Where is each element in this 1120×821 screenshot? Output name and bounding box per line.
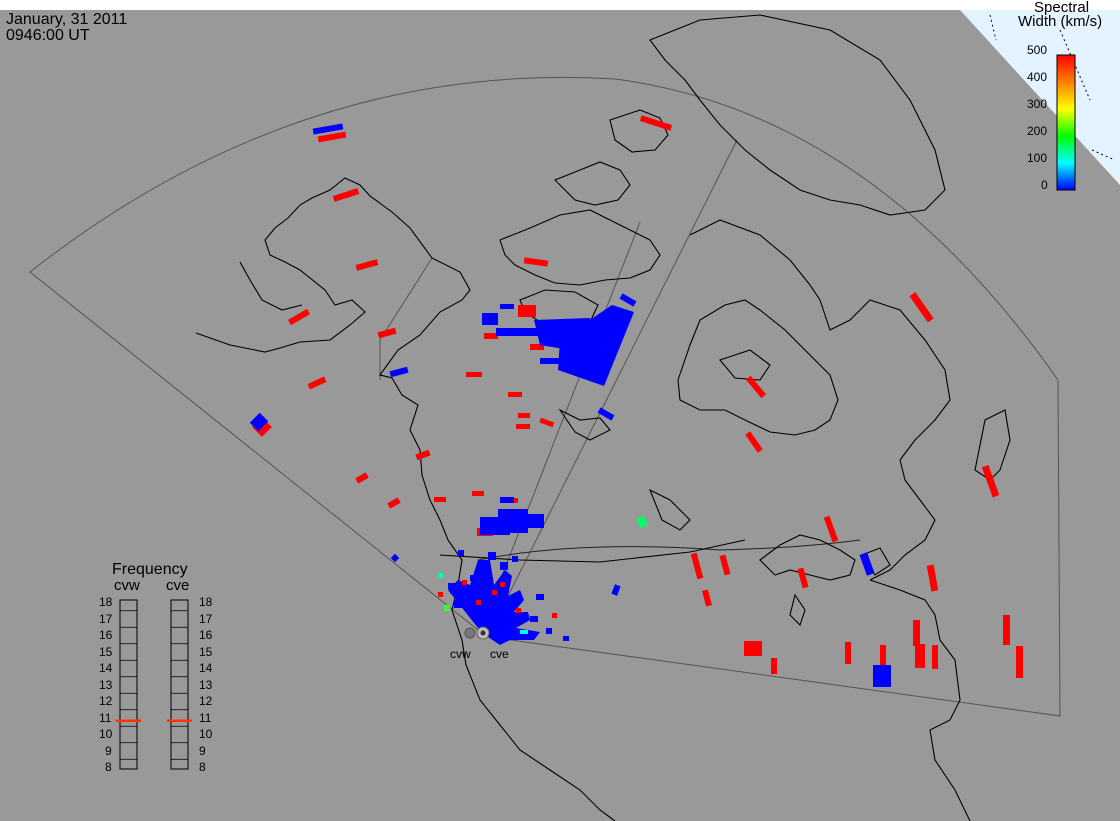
frequency-tick-l: 18 [99,595,113,609]
frequency-tick-l: 14 [99,661,113,675]
frequency-title: Frequency [112,561,188,578]
colorbar-tick: 500 [1027,43,1048,57]
colorbar-tick: 0 [1041,178,1048,192]
frequency-tick-l: 10 [99,727,113,741]
radar-label-cve: cve [490,647,509,661]
frequency-tick-r: 14 [199,661,213,675]
frequency-tick-r: 16 [199,628,213,642]
frequency-tick-l: 17 [99,611,113,626]
frequency-tick-l: 13 [99,677,113,692]
scatter-other [438,515,648,634]
radar-site-cvw [464,627,476,639]
colorbar-title: Spectral [1034,0,1090,16]
frequency-tick-r: 10 [199,727,213,741]
frequency-tick-l: 12 [99,694,113,708]
field-of-view [29,76,1061,717]
colorbar-tick: 300 [1027,97,1048,111]
top-strip [0,0,1120,10]
frequency-tick-l: 11 [99,710,112,725]
time-label: 0946:00 UT [6,27,90,44]
frequency-tick-r: 8 [199,760,206,774]
frequency-tick-l: 15 [99,644,113,659]
scatter-blue [249,123,891,687]
colorbar-tick: 100 [1027,151,1048,165]
frequency-tick-r: 11 [199,710,212,725]
frequency-cells [120,610,188,760]
radar-label-cvw: cvw [450,647,471,661]
frequency-tick-r: 17 [199,611,213,626]
frequency-tick-r: 12 [199,694,213,708]
frequency-tick-r: 9 [199,743,206,758]
frequency-boxes [119,599,189,770]
frequency-tick-l: 8 [105,760,112,774]
colorbar-unit: Width (km/s) [1018,13,1103,30]
frequency-tick-l: 16 [99,628,113,642]
frequency-tick-l: 9 [105,743,112,758]
frequency-tick-r: 15 [199,644,213,659]
frequency-radar-cve: cve [166,577,190,594]
frequency-tick-r: 13 [199,677,213,692]
colorbar-gradient [1056,54,1076,191]
map-corner-white [960,10,1120,185]
map-background [0,10,1120,821]
frequency-radar-cvw: cvw [114,577,140,594]
colorbar-tick: 200 [1027,124,1048,138]
scatter-red [252,115,1023,678]
colorbar-tick: 400 [1027,70,1048,84]
frequency-tick-r: 18 [199,595,213,609]
date-label: January, 31 2011 [6,11,128,28]
